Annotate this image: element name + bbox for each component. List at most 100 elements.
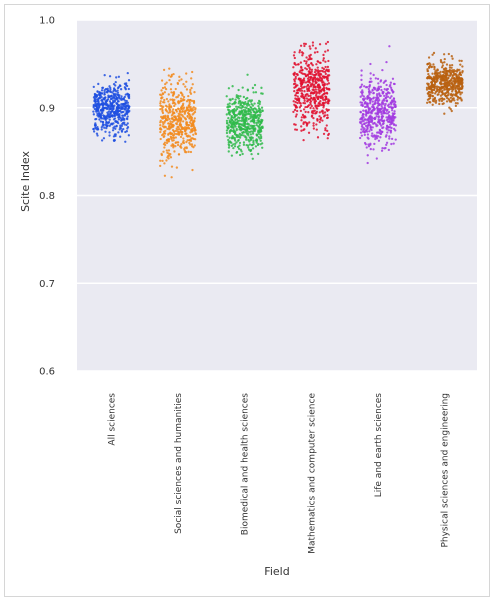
data-point [247, 117, 250, 121]
data-point [367, 124, 370, 127]
data-point [178, 75, 181, 78]
data-point [388, 118, 391, 122]
data-point [185, 80, 188, 83]
data-point [118, 84, 122, 87]
data-point [249, 120, 252, 123]
data-point [369, 117, 373, 121]
data-point [126, 93, 130, 96]
data-point [190, 118, 193, 121]
data-point [118, 97, 121, 100]
data-point [326, 78, 329, 81]
data-point [323, 92, 326, 95]
data-point [101, 86, 105, 89]
data-point [370, 80, 373, 83]
data-point [161, 86, 165, 90]
data-point [239, 129, 243, 132]
data-point [253, 121, 256, 124]
data-point [364, 118, 367, 121]
data-point [260, 86, 263, 89]
data-point [452, 84, 456, 87]
data-point [324, 60, 327, 63]
data-point [107, 106, 111, 109]
data-point [172, 119, 176, 122]
data-point [299, 44, 303, 47]
data-point [112, 118, 116, 121]
data-point [433, 81, 437, 84]
data-point [393, 112, 396, 115]
data-point [361, 89, 364, 92]
data-point [100, 128, 103, 131]
data-point [314, 88, 317, 91]
data-point [390, 95, 393, 98]
data-point [439, 94, 443, 97]
data-point [367, 111, 370, 115]
data-point [108, 75, 112, 78]
data-point [121, 122, 124, 126]
data-point [103, 91, 106, 94]
data-point [310, 68, 314, 71]
data-point [322, 112, 325, 115]
data-point [312, 80, 315, 83]
data-point [121, 98, 124, 101]
data-point [172, 108, 175, 111]
data-point [191, 70, 194, 74]
data-point [184, 85, 187, 88]
data-point [257, 107, 261, 110]
data-point [101, 120, 105, 124]
data-point [436, 88, 439, 91]
data-point [237, 102, 240, 105]
data-point [459, 73, 463, 77]
data-point [173, 101, 176, 104]
data-point [294, 104, 297, 107]
data-point [446, 84, 449, 87]
data-point [441, 70, 445, 74]
data-point [185, 146, 188, 150]
data-point [257, 121, 260, 124]
data-point [295, 113, 298, 116]
data-point [159, 93, 162, 96]
data-point [163, 132, 167, 135]
data-point [182, 126, 185, 130]
data-point [167, 100, 170, 103]
data-point [386, 92, 389, 95]
data-point [120, 119, 123, 122]
data-point [117, 100, 120, 103]
data-point [381, 126, 384, 130]
data-point [161, 96, 164, 99]
data-point [386, 95, 390, 98]
data-point [228, 144, 231, 147]
data-point [237, 94, 240, 98]
data-point [461, 65, 464, 68]
data-point [100, 109, 103, 112]
data-point [170, 165, 174, 168]
data-point [178, 109, 181, 112]
data-point [165, 149, 168, 152]
data-point [300, 129, 303, 132]
data-point [187, 150, 190, 153]
data-point [381, 91, 384, 95]
data-point [172, 136, 176, 140]
data-point [361, 130, 365, 133]
data-point [379, 80, 382, 83]
data-point [429, 94, 432, 98]
data-point [315, 63, 318, 66]
y-axis-label: Scite Index [19, 151, 32, 212]
data-point [445, 63, 449, 66]
data-point [436, 74, 439, 77]
data-point [111, 105, 115, 108]
data-point [168, 106, 171, 110]
data-point [241, 114, 245, 117]
data-point [370, 109, 373, 113]
data-point [172, 112, 175, 115]
data-point [180, 125, 183, 129]
data-point [373, 142, 376, 146]
data-point [94, 126, 97, 129]
data-point [433, 85, 436, 89]
data-point [179, 91, 183, 94]
data-point [98, 112, 101, 115]
data-point [458, 71, 462, 74]
data-point [373, 88, 377, 91]
data-point [114, 112, 117, 115]
data-point [97, 82, 100, 86]
data-point [108, 118, 111, 121]
